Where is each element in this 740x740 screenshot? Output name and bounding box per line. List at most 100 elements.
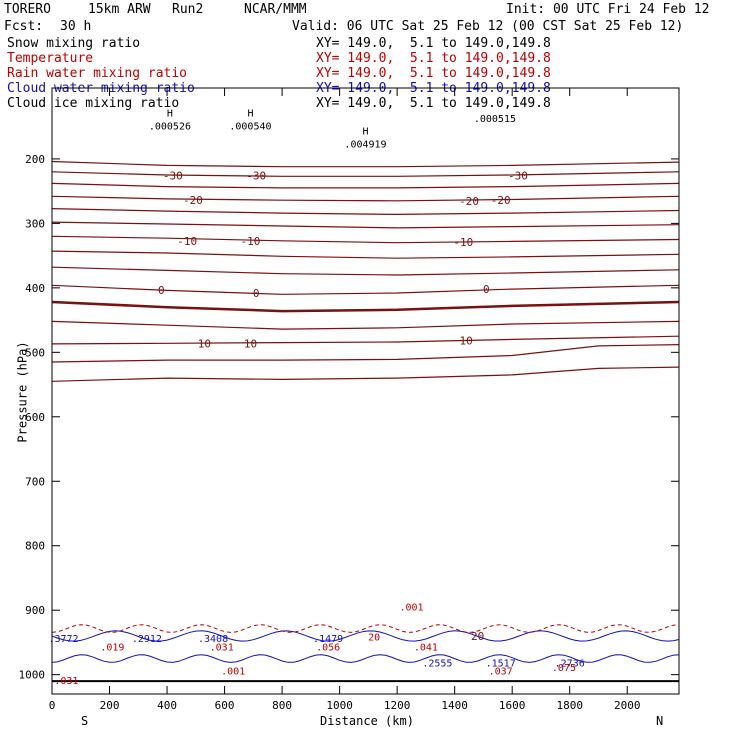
temperature-contour-14 <box>51 366 680 382</box>
temperature-label-11: 0 <box>483 283 490 296</box>
resolution: 15km ARW <box>88 2 151 17</box>
init-time: Init: 00 UTC Fri 24 Feb 12 <box>506 2 710 17</box>
temperature-contour-5 <box>51 221 680 229</box>
cloud-label-3: .1479 <box>313 634 343 645</box>
legend-snow-xy: XY= 149.0, 5.1 to 149.0,149.8 <box>316 36 551 51</box>
temperature-contour-8 <box>51 266 680 276</box>
x-tick-label-2: 400 <box>157 699 177 712</box>
snow-label-3: .000515 <box>474 114 516 125</box>
y-tick-label-0: 200 <box>25 153 45 166</box>
temperature-contour-3 <box>51 195 680 202</box>
x-tick-label-0: 0 <box>49 699 56 712</box>
cloud-label-5: .1517 <box>486 659 516 670</box>
rain-label-8: .031 <box>54 676 78 687</box>
snow-max-marker-2: H <box>362 127 368 138</box>
cloud-water-contour <box>51 630 680 642</box>
contour-layer <box>51 160 680 683</box>
y-tick-label-6: 800 <box>25 540 45 553</box>
y-tick-label-5: 700 <box>25 475 45 488</box>
legend-temp-xy: XY= 149.0, 5.1 to 149.0,149.8 <box>316 51 551 66</box>
temperature-label-8: -10 <box>453 236 473 249</box>
y-axis-title: Pressure (hPa) <box>15 341 30 443</box>
legend-temp-name: Temperature <box>7 51 94 66</box>
temperature-label-9: 0 <box>158 284 165 297</box>
rain-label-6: .037 <box>489 666 513 677</box>
temperature-contour-6 <box>51 235 680 244</box>
x-tick-label-6: 1200 <box>384 699 411 712</box>
x-tick-label-4: 800 <box>272 699 292 712</box>
temperature-label-12: 10 <box>198 337 211 350</box>
temperature-contour-1 <box>51 171 680 177</box>
temperature-contour-10 <box>51 300 680 313</box>
rain-label-5: .001 <box>221 666 245 677</box>
x-tick-label-8: 1600 <box>499 699 526 712</box>
x-tick-label-3: 600 <box>215 699 235 712</box>
temperature-label-13: 10 <box>244 337 257 350</box>
endpoint-south: S <box>81 714 89 728</box>
temperature-contour-9 <box>51 284 680 295</box>
rain-label-2: .056 <box>316 643 340 654</box>
cloud-label-4: .2555 <box>422 659 452 670</box>
y-tick-label-2: 400 <box>25 282 45 295</box>
y-tick-label-8: 1000 <box>19 669 46 682</box>
rain-label-0: .001 <box>399 603 423 614</box>
temperature-contour-7 <box>51 250 680 259</box>
y-tick-label-3: 500 <box>25 346 45 359</box>
cloud-label-6: .2736 <box>555 659 585 670</box>
temperature-label-10: 0 <box>253 287 260 300</box>
rain-water-contour <box>51 624 680 633</box>
x-tick-label-10: 2000 <box>614 699 641 712</box>
temperature-label-6: -10 <box>177 235 197 248</box>
x-tick-label-9: 1800 <box>556 699 583 712</box>
snow-label-1: .000540 <box>229 122 271 133</box>
plot-frame <box>51 87 680 695</box>
snow-label-2: .004919 <box>344 140 386 151</box>
temperature-label-1: -30 <box>246 170 266 183</box>
org-label: NCAR/MMM <box>244 2 307 17</box>
fcst-label: Fcst: <box>4 19 44 34</box>
temperature-contour-13 <box>51 344 680 363</box>
x-tick-label-5: 1000 <box>326 699 353 712</box>
temperature-label-4: -20 <box>459 195 479 208</box>
x-tick-label-1: 200 <box>100 699 120 712</box>
temperature-label-15: 20 <box>471 630 484 643</box>
rain-label-7: .075 <box>552 663 576 674</box>
model-name: TORERO <box>4 2 51 17</box>
run-label: Run2 <box>172 2 204 17</box>
axes-layer: 0 200 400 600 800 1000 1200 1400 1600 1800 2000200… <box>19 87 680 712</box>
temperature-contour-0 <box>51 160 680 168</box>
rain-label-4: .041 <box>414 643 438 654</box>
temperature-contour-2 <box>51 182 680 189</box>
legend-cloudice-name: Cloud ice mixing ratio <box>7 96 180 111</box>
rain-label-9: 20 <box>368 632 380 643</box>
cloud-water-contour-lower <box>51 654 680 663</box>
snow-label-0: .000526 <box>149 122 191 133</box>
cloud-label-1: .2912 <box>132 634 162 645</box>
temperature-label-14: 10 <box>460 335 473 348</box>
temperature-label-2: -30 <box>508 170 528 183</box>
temperature-label-3: -20 <box>183 194 203 207</box>
rain-label-1: .019 <box>100 643 124 654</box>
legend-rain-name: Rain water mixing ratio <box>7 66 188 81</box>
cloud-label-0: .3772 <box>48 634 78 645</box>
x-tick-label-7: 1400 <box>441 699 468 712</box>
fcst-value: 30 h <box>60 19 92 34</box>
temperature-label-5: -20 <box>491 194 511 207</box>
valid-time: Valid: 06 UTC Sat 25 Feb 12 (00 CST Sat … <box>292 19 684 34</box>
y-tick-label-7: 900 <box>25 604 45 617</box>
y-tick-label-1: 300 <box>25 217 45 230</box>
temperature-contour-12 <box>51 335 680 345</box>
legend-snow-name: Snow mixing ratio <box>7 36 141 51</box>
temperature-label-7: -10 <box>241 235 261 248</box>
temperature-contour-4 <box>51 208 680 216</box>
rain-label-3: .031 <box>210 643 234 654</box>
x-axis-title: Distance (km) <box>320 714 414 728</box>
y-tick-label-4: 600 <box>25 411 45 424</box>
cloud-label-2: .3408 <box>198 634 228 645</box>
legend-rain-xy: XY= 149.0, 5.1 to 149.0,149.8 <box>316 66 551 81</box>
snow-max-marker-0: H <box>167 109 173 120</box>
temperature-label-0: -30 <box>163 170 183 183</box>
contour-label-layer: -30 -30 -30-20 -20 -20-10 -10 -100 0 010 10 1020H.… <box>48 109 584 687</box>
temperature-contour-11 <box>51 320 680 330</box>
